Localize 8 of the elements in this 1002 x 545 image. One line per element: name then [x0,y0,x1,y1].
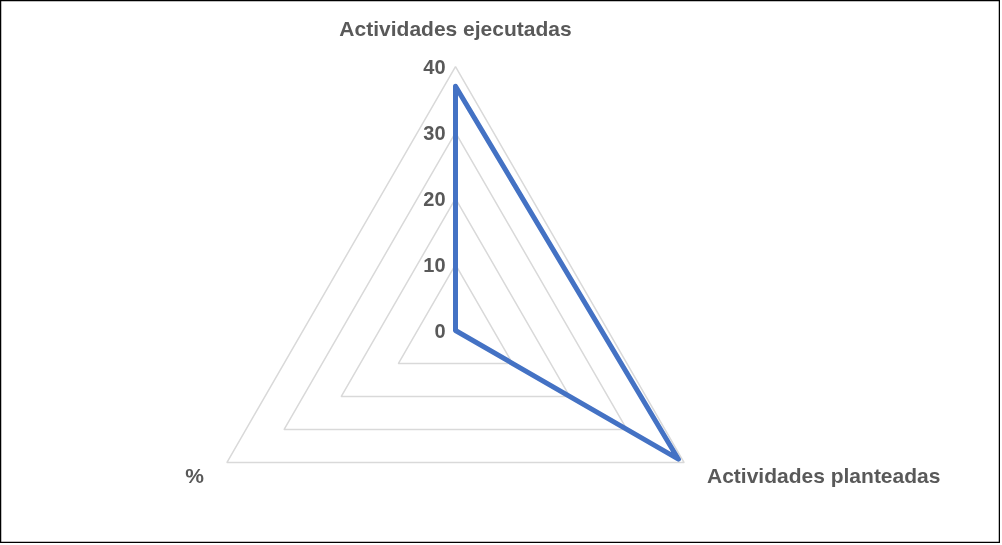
y-tick-label: 40 [423,55,446,78]
y-tick-label: 0 [434,319,446,342]
y-tick-label: 10 [423,253,446,276]
spoke-label: Actividades ejecutadas [339,17,572,41]
spoke-label: Actividades planteadas [706,464,941,488]
y-tick-label: 30 [423,121,446,144]
y-tick-label: 20 [423,187,446,210]
spoke-label: % [185,464,205,488]
